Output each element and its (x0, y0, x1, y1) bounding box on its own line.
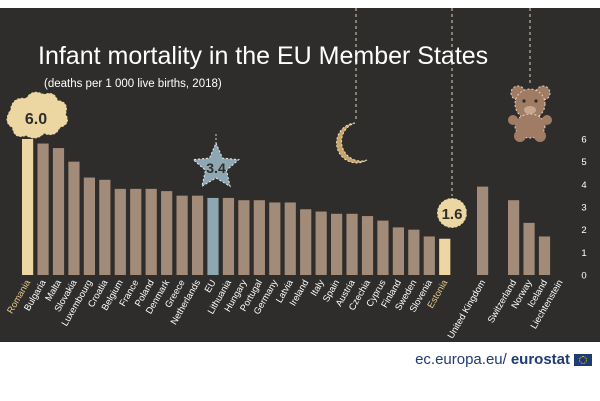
bar-norway (523, 222, 535, 275)
y-tick-label: 0 (581, 271, 586, 282)
bar-czechia (361, 216, 374, 275)
bar-italy (315, 211, 327, 275)
moon-ornament (336, 8, 368, 164)
estonia-value-label: 1.6 (442, 206, 463, 223)
y-tick-label: 4 (581, 180, 586, 191)
bar-switzerland (508, 200, 520, 275)
bar-slovenia (423, 236, 435, 275)
bar-poland (145, 188, 157, 275)
estonia-callout: 1.6 (436, 8, 468, 229)
bar-belgium (114, 188, 126, 275)
bar-iceland (538, 236, 551, 275)
bar-austria (346, 213, 358, 275)
bar-greece (176, 195, 188, 275)
bar-bulgaria (37, 143, 49, 275)
bar-eu (207, 197, 219, 275)
teddy-bear-ornament (508, 8, 552, 142)
bar-slovakia (68, 161, 80, 275)
bar-france (130, 188, 142, 275)
bar-germany (269, 202, 281, 275)
bar-sweden (408, 229, 420, 275)
bar-spain (331, 213, 343, 275)
y-tick-label: 5 (581, 157, 586, 168)
footer-domain: ec.europa.eu/ (415, 351, 507, 368)
chart-title: Infant mortality in the EU Member States (38, 42, 488, 70)
y-tick-label: 1 (581, 248, 586, 259)
bar-estonia (439, 238, 451, 275)
bar-ireland (300, 209, 312, 275)
bar-latvia (284, 202, 296, 275)
eu-callout: 3.4 (191, 134, 241, 188)
bar-luxembourg (83, 177, 95, 275)
chart-panel (0, 8, 600, 342)
eurostat-link[interactable]: ec.europa.eu/eurostat (415, 351, 592, 368)
bar-united-kingdom (477, 186, 489, 275)
eu-value-label: 3.4 (206, 160, 226, 176)
eu-flag-icon (574, 353, 592, 366)
footer: ec.europa.eu/eurostat (0, 342, 600, 401)
bar-portugal (253, 200, 265, 275)
bar-finland (392, 227, 404, 275)
romania-callout: 6.0 (6, 91, 69, 140)
x-axis-labels: RomaniaBulgariaMaltaSlovakiaLuxembourgCr… (5, 277, 565, 340)
bar-denmark (161, 191, 173, 275)
y-tick-label: 3 (581, 203, 586, 214)
chart-subtitle: (deaths per 1 000 live births, 2018) (44, 78, 222, 90)
bar-cyprus (377, 220, 389, 275)
y-axis: 0 1 2 3 4 5 6 (581, 135, 586, 282)
y-tick-label: 6 (581, 135, 586, 146)
bar-malta (52, 148, 65, 275)
bar-lithuania (222, 197, 235, 275)
bar-romania (22, 139, 34, 275)
bars-group (22, 139, 551, 275)
x-label-united-kingdom: United Kingdom (446, 278, 488, 341)
y-tick-label: 2 (581, 225, 586, 236)
footer-brand-name: eurostat (510, 351, 570, 368)
romania-value-label: 6.0 (25, 111, 47, 128)
bar-hungary (238, 200, 250, 275)
bar-netherlands (191, 195, 204, 275)
bar-croatia (99, 179, 111, 275)
